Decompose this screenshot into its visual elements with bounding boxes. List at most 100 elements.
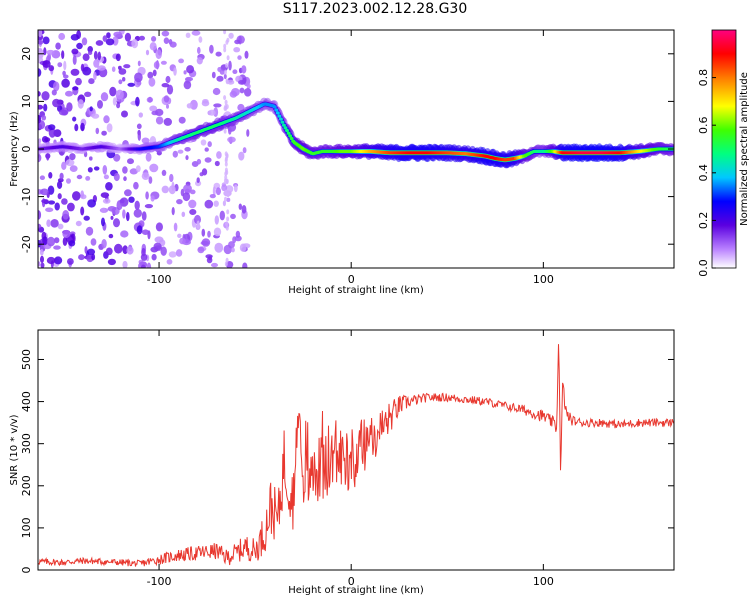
heatmap-noise-blob	[67, 258, 74, 265]
heatmap-noise-blob	[151, 110, 159, 116]
heatmap-noise-blob	[186, 103, 193, 109]
heatmap-noise-blob	[225, 178, 229, 184]
heatmap-noise-blob	[137, 131, 141, 141]
chart-title: S117.2023.002.12.28.G30	[282, 1, 468, 17]
heatmap-noise-blob	[48, 65, 55, 72]
heatmap-noise-blob	[213, 103, 222, 108]
heatmap-noise-blob	[97, 65, 106, 71]
heatmap-noise-blob	[185, 32, 191, 38]
heatmap-noise-blob	[57, 223, 64, 230]
heatmap-noise-blob	[238, 203, 242, 210]
heatmap-noise-blob	[197, 46, 201, 55]
heatmap-noise-blob	[168, 251, 177, 258]
heatmap-ridge-core	[274, 108, 279, 112]
heatmap-noise-blob	[67, 202, 75, 212]
heatmap-noise-blob	[46, 219, 51, 227]
heatmap-noise-blob	[38, 40, 44, 45]
heatmap-noise-blob	[100, 92, 109, 102]
heatmap-noise-blob	[153, 61, 160, 69]
heatmap-noise-blob	[87, 167, 93, 173]
heatmap-noise-blob	[62, 70, 66, 76]
heatmap-noise-blob	[166, 104, 169, 109]
heatmap-noise-blob	[177, 233, 182, 238]
heatmap-noise-blob	[41, 115, 47, 121]
heatmap-noise-blob	[46, 256, 56, 265]
heatmap-noise-blob	[152, 69, 157, 77]
heatmap-y-tick-label: 20	[20, 47, 33, 61]
heatmap-noise-blob	[184, 147, 191, 152]
heatmap-noise-blob	[75, 220, 82, 227]
heatmap-noise-blob	[151, 253, 157, 261]
snr-y-tick-label: 400	[20, 391, 33, 412]
heatmap-noise-blob	[108, 233, 114, 239]
snr-x-tick-label: -100	[147, 575, 172, 588]
heatmap-noise-blob	[38, 30, 43, 38]
heatmap-noise-blob	[226, 209, 230, 215]
heatmap-noise-blob	[44, 137, 51, 142]
heatmap-noise-blob	[97, 51, 102, 61]
heatmap-noise-blob	[225, 62, 229, 68]
heatmap-noise-blob	[201, 228, 206, 237]
heatmap-noise-blob	[163, 117, 172, 126]
snr-x-tick-label: 0	[348, 575, 355, 588]
heatmap-noise-blob	[232, 236, 237, 244]
heatmap-noise-blob	[225, 39, 229, 45]
heatmap-noise-blob	[228, 126, 232, 135]
heatmap-noise-blob	[175, 249, 183, 257]
heatmap-noise-blob	[161, 169, 167, 176]
heatmap-noise-blob	[80, 63, 85, 72]
heatmap-noise-blob	[237, 103, 245, 112]
heatmap-noise-blob	[149, 42, 157, 51]
heatmap-noise-blob	[77, 99, 84, 109]
heatmap-noise-blob	[227, 79, 235, 85]
snr-series-line	[38, 344, 674, 567]
heatmap-noise-blob	[40, 255, 44, 263]
heatmap-ridge-core	[283, 126, 288, 130]
heatmap-noise-blob	[209, 44, 214, 54]
heatmap-ridge-core	[286, 131, 291, 135]
heatmap-noise-blob	[223, 244, 232, 255]
heatmap-noise-blob	[69, 165, 78, 173]
heatmap-noise-blob	[178, 116, 186, 124]
heatmap-noise-blob	[124, 189, 132, 197]
heatmap-noise-blob	[171, 181, 175, 191]
heatmap-noise-blob	[233, 47, 241, 53]
heatmap-noise-blob	[177, 149, 184, 154]
heatmap-ridge-core	[272, 105, 277, 109]
heatmap-noise-blob	[93, 50, 98, 60]
heatmap-noise-blob	[214, 215, 219, 225]
heatmap-y-tick-label: 0	[20, 146, 33, 153]
heatmap-noise-blob	[122, 209, 126, 219]
heatmap-noise-blob	[61, 78, 70, 88]
heatmap-noise-blob	[226, 55, 230, 61]
heatmap-noise-blob	[224, 189, 228, 195]
heatmap-noise-blob	[147, 71, 154, 79]
heatmap-noise-blob	[119, 199, 125, 204]
heatmap-noise-blob	[239, 87, 245, 94]
heatmap-noise-blob	[224, 196, 227, 202]
heatmap-noise-blob	[195, 180, 202, 187]
heatmap-noise-blob	[105, 38, 115, 46]
heatmap-noise-blob	[38, 47, 43, 53]
colorbar-tick-label: 0.2	[697, 212, 710, 230]
heatmap-noise-blob	[196, 158, 202, 165]
heatmap-noise-blob	[102, 198, 111, 204]
snr-frame	[37, 329, 675, 571]
heatmap-noise-blob	[113, 31, 123, 37]
heatmap-noise-blob	[110, 215, 114, 220]
snr-y-tick-label: 0	[20, 567, 33, 574]
snr-ylabel: SNR (10 * v/v)	[9, 414, 20, 485]
heatmap-noise-blob	[80, 190, 84, 199]
heatmap-noise-blob	[241, 205, 247, 214]
heatmap-noise-blob	[196, 57, 203, 65]
heatmap-noise-blob	[107, 206, 117, 212]
heatmap-noise-blob	[183, 184, 192, 193]
heatmap-noise-blob	[201, 238, 211, 247]
heatmap-noise-blob	[146, 97, 154, 103]
heatmap-noise-blob	[223, 30, 227, 35]
heatmap-noise-blob	[215, 51, 222, 57]
heatmap-noise-blob	[234, 39, 241, 45]
heatmap-noise-blob	[53, 81, 60, 92]
heatmap-noise-blob	[226, 192, 230, 198]
